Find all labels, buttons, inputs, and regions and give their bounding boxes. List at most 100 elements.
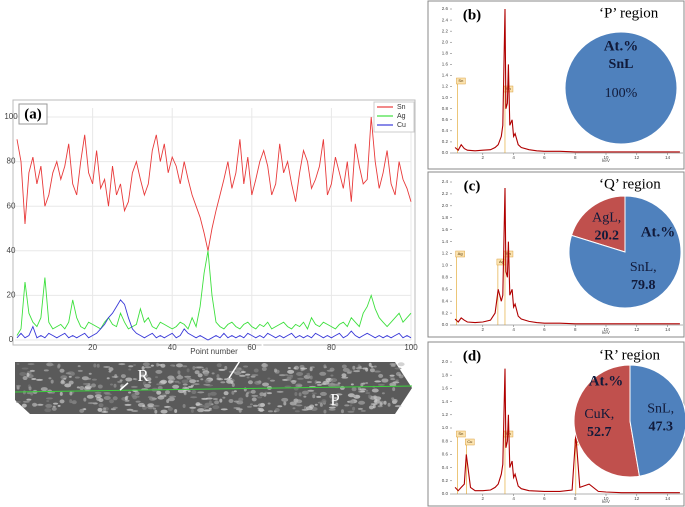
- sem-grain: [43, 369, 49, 372]
- sem-grain: [201, 368, 205, 371]
- sem-grain: [389, 363, 397, 366]
- sem-grain: [51, 406, 57, 411]
- sem-grain: [126, 408, 134, 411]
- sem-grain: [93, 363, 97, 368]
- sem-grain: [212, 397, 218, 400]
- sem-grain: [174, 380, 180, 383]
- sem-grain: [103, 392, 111, 395]
- sem-grain: [243, 365, 249, 368]
- y-tick-label: 1.4: [442, 239, 449, 244]
- pie-category-label: AgL,: [592, 210, 621, 225]
- sem-grain: [245, 393, 249, 398]
- sem-grain: [258, 407, 264, 412]
- sem-grain: [83, 408, 87, 411]
- sem-grain: [368, 362, 372, 367]
- sem-grain: [329, 367, 335, 372]
- region-title: ‘Q’ region: [599, 176, 661, 192]
- y-tick-label: 0.2: [442, 310, 449, 315]
- sem-grain: [387, 402, 391, 407]
- spectrum-line: [454, 187, 680, 325]
- sem-grain: [208, 407, 212, 410]
- pie-category-label: SnL,: [647, 402, 674, 417]
- sem-grain: [79, 386, 85, 391]
- sem-grain: [389, 382, 397, 387]
- sem-grain: [68, 380, 74, 385]
- sem-grain: [231, 390, 235, 395]
- sem-grain: [167, 406, 173, 411]
- sem-grain: [370, 403, 378, 406]
- sem-grain: [128, 368, 132, 371]
- sem-grain: [305, 406, 313, 411]
- sem-grain: [374, 398, 378, 403]
- y-tick-label: 2.4: [442, 17, 449, 22]
- sem-grain: [187, 390, 191, 393]
- sem-grain: [228, 398, 234, 403]
- sem-grain: [247, 380, 253, 385]
- pie-value-label: 52.7: [587, 425, 612, 440]
- sem-grain: [365, 391, 371, 394]
- y-tick-label: 0.6: [442, 117, 449, 122]
- image-label: R: [137, 366, 149, 385]
- sem-grain: [328, 408, 336, 411]
- sem-grain: [287, 366, 291, 369]
- sem-grain: [190, 408, 194, 413]
- sem-grain: [316, 381, 322, 384]
- sem-grain: [119, 379, 123, 382]
- sem-grain: [214, 400, 220, 405]
- x-tick-label: 20: [88, 343, 97, 352]
- sem-grain: [169, 395, 177, 398]
- sem-grain: [294, 410, 300, 413]
- sem-grain: [377, 405, 383, 408]
- sem-grain: [114, 374, 118, 379]
- sem-grain: [97, 384, 103, 389]
- y-tick-label: 1.4: [442, 73, 449, 78]
- legend-label: Sn: [397, 104, 406, 111]
- sem-grain: [59, 391, 63, 396]
- sem-grain: [222, 396, 226, 399]
- sem-grain: [128, 365, 134, 368]
- peak-tag-label: Sn: [458, 78, 463, 83]
- sem-grain: [277, 405, 283, 408]
- sem-grain: [141, 366, 145, 371]
- sem-grain: [196, 379, 200, 382]
- sem-grain: [87, 402, 95, 405]
- sem-grain: [189, 379, 197, 384]
- y-tick-label: 0.8: [442, 438, 449, 443]
- sem-grain: [365, 389, 369, 392]
- sem-grain: [267, 410, 273, 413]
- sem-grain: [35, 378, 43, 381]
- sem-grain: [332, 383, 340, 386]
- sem-grain: [371, 388, 379, 393]
- panel-label: (d): [463, 348, 481, 364]
- x-tick-label: 14: [665, 327, 671, 332]
- sem-grain: [197, 373, 203, 378]
- sem-grain: [156, 362, 160, 367]
- series-line: [16, 116, 412, 251]
- sem-grain: [177, 381, 181, 384]
- sem-grain: [261, 367, 267, 372]
- sem-grain: [26, 372, 30, 377]
- sem-grain: [344, 404, 350, 407]
- sem-grain: [120, 374, 126, 379]
- sem-grain: [194, 370, 200, 375]
- sem-grain: [245, 373, 251, 376]
- peak-tag-label: Sn: [458, 431, 463, 436]
- sem-grain: [357, 407, 363, 410]
- sem-grain: [283, 401, 287, 406]
- sem-grain: [125, 395, 129, 398]
- sem-grain: [130, 385, 138, 388]
- sem-grain: [64, 383, 72, 388]
- sem-grain: [316, 395, 322, 398]
- series-line: [16, 250, 412, 336]
- sem-grain: [53, 402, 59, 405]
- sem-grain: [231, 382, 235, 387]
- sem-grain: [26, 398, 32, 401]
- sem-grain: [155, 376, 159, 379]
- sem-grain: [91, 378, 97, 381]
- sem-grain: [233, 400, 239, 403]
- pie-value-label: 20.2: [594, 228, 619, 243]
- sem-grain: [373, 370, 381, 373]
- sem-grain: [273, 368, 277, 373]
- sem-grain: [251, 374, 259, 377]
- sem-grain: [16, 384, 22, 387]
